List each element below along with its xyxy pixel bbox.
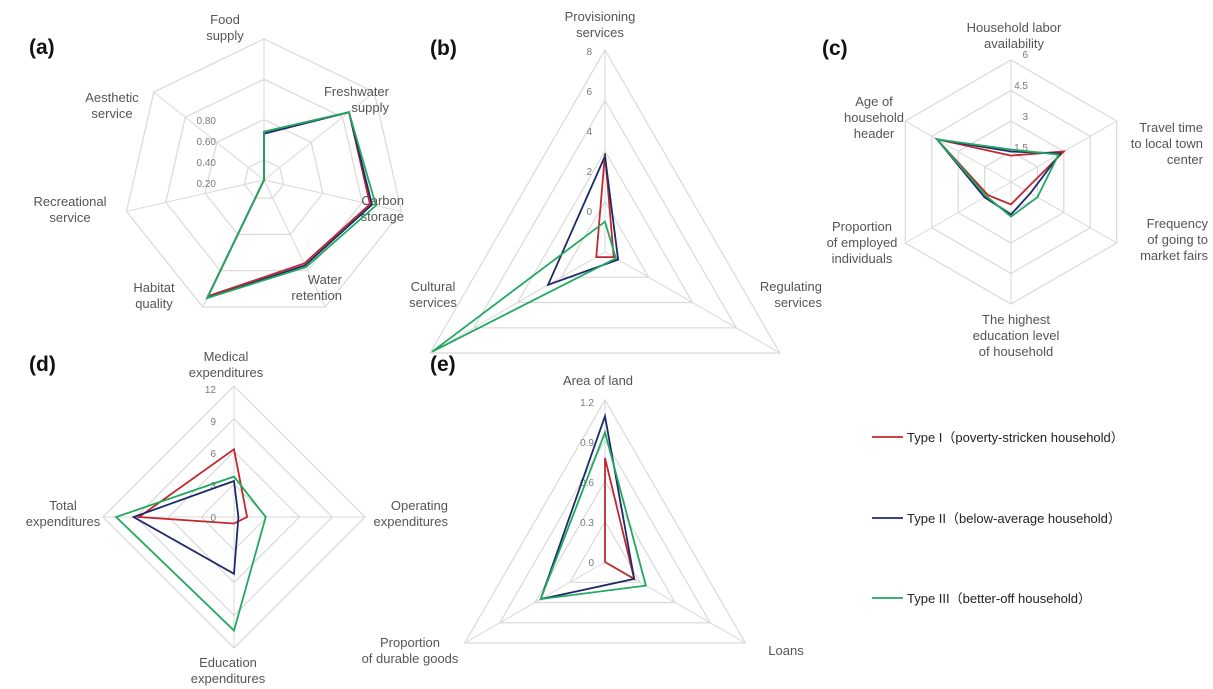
grid-ring bbox=[165, 78, 363, 272]
series-line-type3 bbox=[934, 138, 1060, 218]
grid-ring bbox=[472, 99, 738, 329]
axis-label: Aesthetic service bbox=[85, 90, 139, 121]
tick-label: 3 bbox=[210, 481, 216, 492]
tick-label: 6 bbox=[210, 449, 216, 460]
legend-label-type2: Type II（below-average household） bbox=[907, 511, 1121, 526]
radar-panel-b: 0 2 4 6 8 Provisioning services Regulating servi… bbox=[409, 9, 823, 354]
tick-label: 2 bbox=[586, 167, 592, 178]
tick-label: 0 bbox=[588, 558, 594, 569]
axis-label: Provisioning services bbox=[565, 9, 636, 40]
axis-label: The highest education level of household bbox=[973, 312, 1060, 359]
axis-spoke bbox=[905, 181, 1012, 244]
grid-ring bbox=[560, 200, 650, 278]
grid-ring bbox=[533, 479, 677, 604]
tick-label: 1.5 bbox=[1014, 143, 1028, 154]
panel-letter: (a) bbox=[29, 36, 55, 59]
panel-letter: (c) bbox=[822, 37, 848, 60]
series-line-type3 bbox=[205, 111, 377, 300]
axis-label: Area of land bbox=[563, 373, 633, 388]
panel-letter: (b) bbox=[430, 37, 457, 60]
axis-label: Education expenditures bbox=[191, 655, 266, 686]
series-line-type2 bbox=[934, 138, 1063, 216]
radar-panel-e: 0 0.3 0.6 0.9 1.2 Area of land Loans Proportion… bbox=[362, 353, 805, 666]
grid-ring bbox=[463, 398, 747, 644]
series-line-type2 bbox=[131, 479, 240, 576]
legend-label-type1: Type I（poverty-stricken household） bbox=[907, 430, 1124, 445]
grid-ring bbox=[204, 118, 324, 235]
grid-ring bbox=[568, 520, 642, 583]
tick-label: 0.3 bbox=[580, 518, 594, 529]
legend: Type I（poverty-stricken household） Type … bbox=[872, 430, 1124, 606]
axis-label: Regulating services bbox=[760, 279, 823, 310]
legend-label-type3: Type III（better-off household） bbox=[907, 591, 1091, 606]
tick-label: 12 bbox=[205, 385, 217, 396]
grid-ring bbox=[243, 159, 285, 199]
tick-label: 0.9 bbox=[580, 438, 594, 449]
axis-label: Proportion of employed individuals bbox=[827, 219, 898, 266]
axis-label: Loans bbox=[768, 643, 804, 658]
axis-spoke bbox=[905, 120, 1012, 183]
grid-ring bbox=[429, 48, 781, 354]
axis-spoke bbox=[429, 251, 606, 354]
axis-spoke bbox=[1010, 181, 1117, 244]
axis-label: Habitat quality bbox=[133, 280, 175, 311]
grid-ring bbox=[516, 149, 694, 304]
tick-label: 0.6 bbox=[580, 478, 594, 489]
tick-label: 0.40 bbox=[197, 158, 217, 169]
series-line-type2 bbox=[539, 412, 636, 601]
tick-label: 4.5 bbox=[1014, 81, 1028, 92]
series-line-type1 bbox=[604, 457, 636, 581]
axis-label: Travel time to local town center bbox=[1131, 120, 1204, 167]
tick-label: 0 bbox=[586, 207, 592, 218]
axis-spoke bbox=[263, 179, 326, 308]
tick-label: 3 bbox=[1022, 112, 1028, 123]
axis-spoke bbox=[604, 251, 781, 354]
tick-label: 0.20 bbox=[197, 179, 217, 190]
tick-label: 0 bbox=[210, 513, 216, 524]
axis-spoke bbox=[126, 179, 265, 212]
axis-spoke bbox=[153, 91, 265, 181]
panel-letter: (e) bbox=[430, 353, 456, 376]
axis-label: Operating expenditures bbox=[374, 498, 449, 529]
tick-label: 6 bbox=[1022, 50, 1028, 61]
grid-ring bbox=[125, 38, 403, 308]
axis-label: Proportion of durable goods bbox=[362, 635, 459, 666]
tick-label: 0.80 bbox=[197, 116, 217, 127]
axis-spoke bbox=[263, 91, 375, 181]
axis-label: Medical expenditures bbox=[189, 349, 264, 380]
axis-spoke bbox=[464, 561, 606, 644]
tick-label: 0.60 bbox=[197, 137, 217, 148]
series-line-type3 bbox=[539, 429, 648, 601]
tick-label: 6 bbox=[586, 87, 592, 98]
axis-label: Food supply bbox=[206, 12, 244, 43]
axis-label: Household labor availability bbox=[967, 20, 1062, 51]
axis-label: Recreational service bbox=[34, 194, 107, 225]
axis-label: Total expenditures bbox=[26, 498, 101, 529]
series-line-type2 bbox=[546, 152, 620, 287]
series-line-type1 bbox=[206, 111, 371, 298]
axis-label: Cultural services bbox=[409, 279, 457, 310]
axis-spoke bbox=[263, 179, 402, 212]
series-line-type1 bbox=[595, 153, 615, 259]
series-line-type3 bbox=[114, 475, 267, 633]
radar-panel-a: 0.20 0.40 0.60 0.80 Food supply Freshwater supp… bbox=[29, 12, 404, 311]
axis-label: Age of household header bbox=[844, 94, 904, 141]
axis-label: Freshwater supply bbox=[324, 84, 390, 115]
radar-panel-d: 0 3 6 9 12 Medical expenditures Operating expend… bbox=[26, 349, 449, 686]
grid-ring bbox=[498, 439, 712, 624]
tick-label: 9 bbox=[210, 417, 216, 428]
tick-label: 1.2 bbox=[580, 398, 594, 409]
axis-label: Water retention bbox=[291, 272, 342, 303]
tick-label: 4 bbox=[586, 127, 592, 138]
tick-label: 8 bbox=[586, 47, 592, 58]
series-line-type3 bbox=[431, 220, 617, 353]
panel-letter: (d) bbox=[29, 353, 56, 376]
series-line-type1 bbox=[136, 447, 249, 525]
axis-label: Frequency of going to market fairs bbox=[1140, 216, 1208, 263]
